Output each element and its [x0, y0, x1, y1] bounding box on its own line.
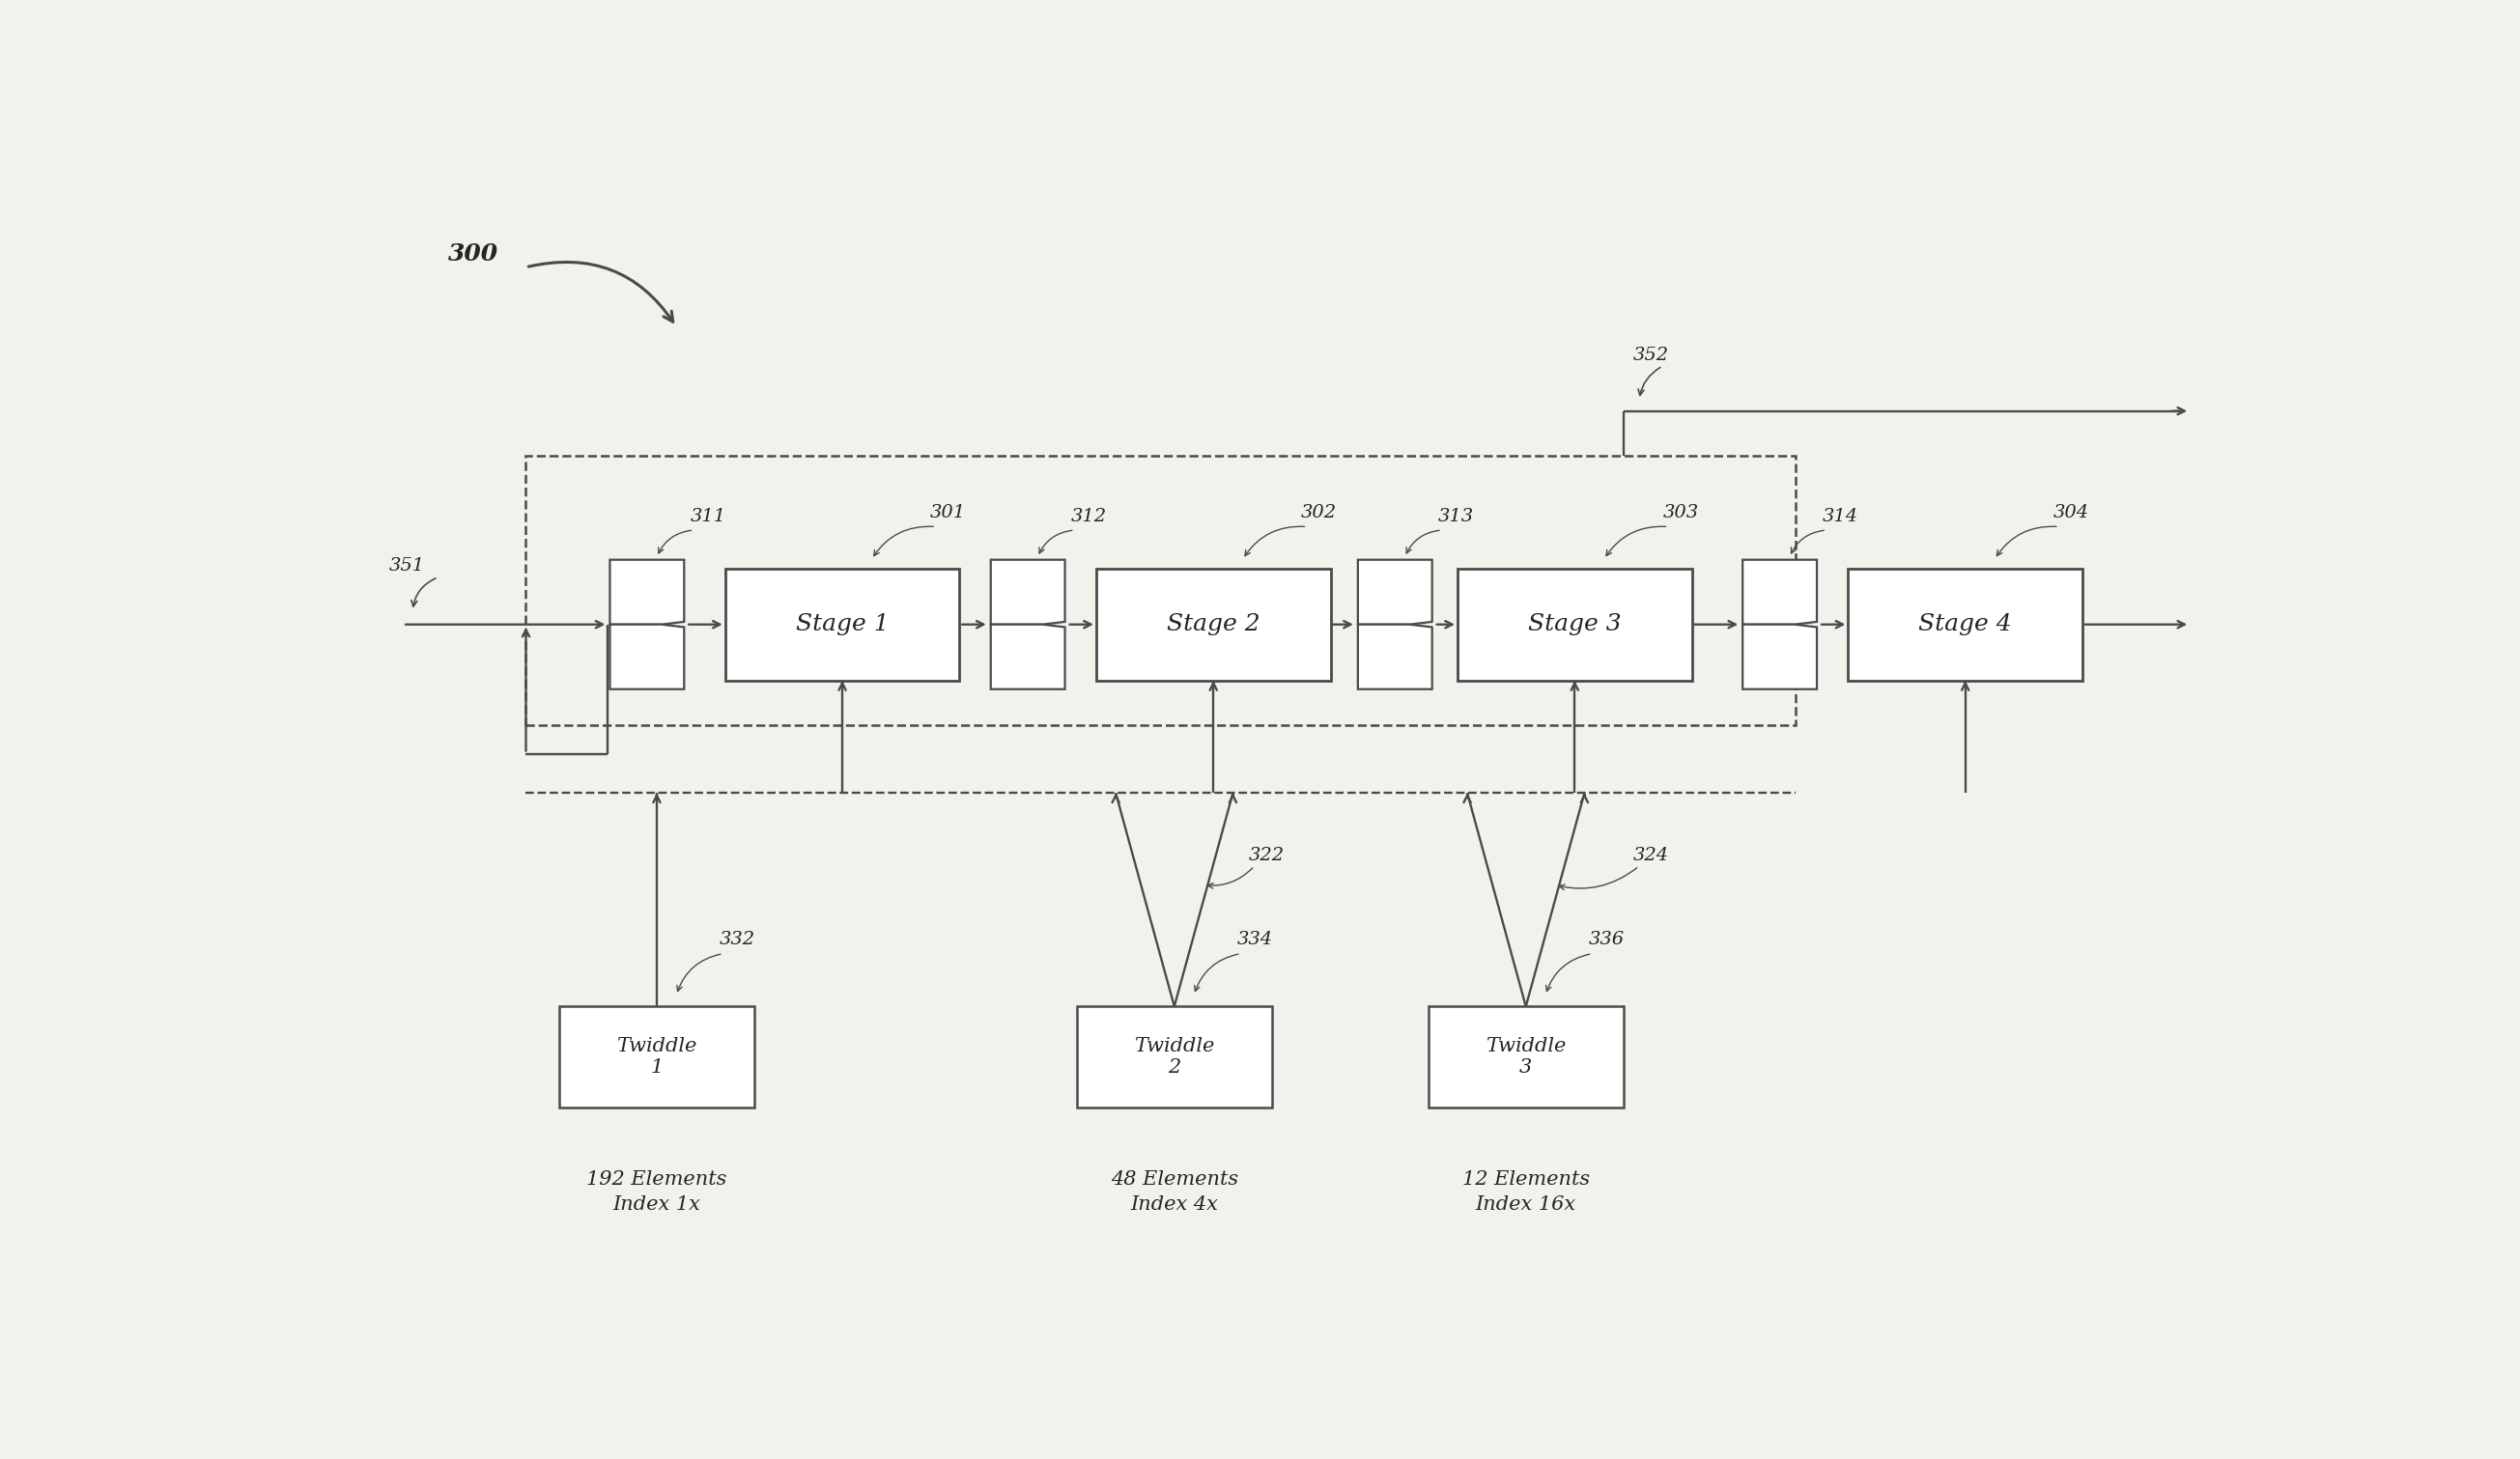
Text: 324: 324: [1633, 846, 1668, 864]
Text: Stage 1: Stage 1: [796, 613, 890, 636]
Text: Stage 3: Stage 3: [1527, 613, 1620, 636]
Text: 12 Elements
Index 16x: 12 Elements Index 16x: [1462, 1170, 1590, 1214]
FancyBboxPatch shape: [726, 569, 960, 681]
Text: Twiddle
3: Twiddle 3: [1487, 1037, 1565, 1077]
Text: 351: 351: [388, 557, 426, 575]
Text: Stage 2: Stage 2: [1167, 613, 1260, 636]
Text: 332: 332: [718, 931, 756, 948]
Text: 334: 334: [1237, 931, 1273, 948]
Text: 48 Elements
Index 4x: 48 Elements Index 4x: [1111, 1170, 1237, 1214]
Polygon shape: [1744, 624, 1817, 689]
Text: 301: 301: [930, 505, 965, 521]
Polygon shape: [1358, 624, 1431, 689]
Text: 313: 313: [1439, 508, 1474, 525]
FancyBboxPatch shape: [559, 1007, 753, 1107]
Polygon shape: [1744, 560, 1817, 624]
Polygon shape: [990, 624, 1066, 689]
FancyBboxPatch shape: [1076, 1007, 1273, 1107]
Polygon shape: [1358, 560, 1431, 624]
Text: 304: 304: [2054, 505, 2089, 521]
FancyBboxPatch shape: [1457, 569, 1691, 681]
Text: 314: 314: [1822, 508, 1860, 525]
Text: 302: 302: [1300, 505, 1338, 521]
Text: Stage 4: Stage 4: [1918, 613, 2011, 636]
Text: 322: 322: [1247, 846, 1285, 864]
Text: 352: 352: [1633, 347, 1668, 365]
Text: Twiddle
2: Twiddle 2: [1134, 1037, 1215, 1077]
FancyBboxPatch shape: [1096, 569, 1331, 681]
Text: 311: 311: [690, 508, 726, 525]
Text: 303: 303: [1663, 505, 1698, 521]
FancyBboxPatch shape: [1847, 569, 2082, 681]
Polygon shape: [610, 624, 683, 689]
Polygon shape: [990, 560, 1066, 624]
Polygon shape: [610, 560, 683, 624]
Text: 192 Elements
Index 1x: 192 Elements Index 1x: [587, 1170, 726, 1214]
Text: 336: 336: [1588, 931, 1625, 948]
FancyBboxPatch shape: [1429, 1007, 1623, 1107]
Text: 312: 312: [1071, 508, 1106, 525]
Text: 300: 300: [449, 242, 499, 266]
Text: Twiddle
1: Twiddle 1: [617, 1037, 698, 1077]
